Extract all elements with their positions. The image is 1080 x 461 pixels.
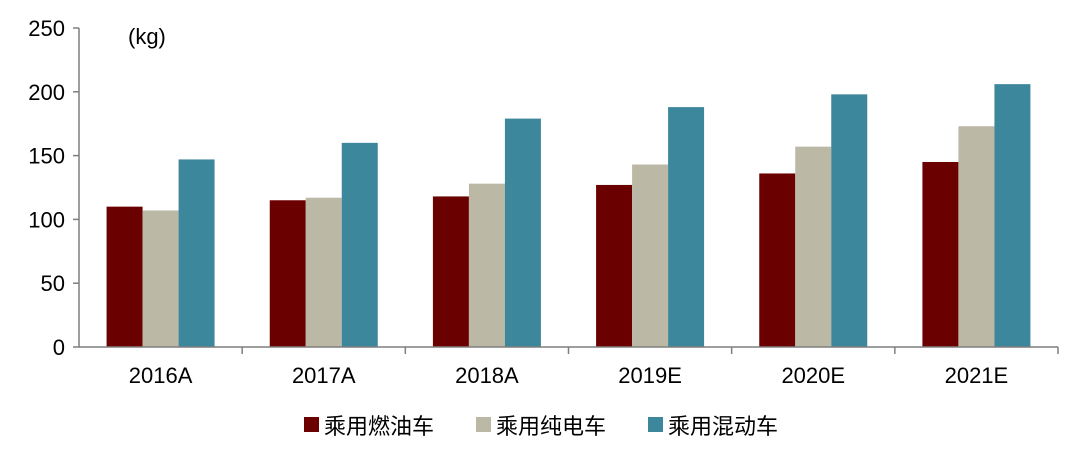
y-tick-label: 150 xyxy=(28,144,65,169)
x-axis-ticks: 2016A 2017A 2018A 2019E 2020E 2021E xyxy=(129,347,1059,388)
bar-2016A-1 xyxy=(142,210,179,347)
x-tick-label: 2017A xyxy=(292,363,356,388)
y-tick-label: 200 xyxy=(28,80,65,105)
bar-2017A-0 xyxy=(269,200,306,347)
y-tick-label: 250 xyxy=(28,16,65,41)
bars xyxy=(106,84,1031,348)
bar-2020E-1 xyxy=(795,146,832,347)
x-tick-label: 2020E xyxy=(781,363,845,388)
y-unit-label: (kg) xyxy=(128,24,166,49)
bar-2021E-0 xyxy=(922,161,959,347)
x-tick-label: 2018A xyxy=(455,363,519,388)
bar-2018A-0 xyxy=(432,196,469,347)
x-tick-label: 2016A xyxy=(129,363,193,388)
legend-label: 乘用燃油车 xyxy=(324,415,434,440)
legend-label: 乘用混动车 xyxy=(668,415,778,440)
bar-2017A-1 xyxy=(305,197,342,347)
legend-swatch xyxy=(648,417,663,432)
bar-2019E-1 xyxy=(632,164,669,347)
bar-2019E-2 xyxy=(668,107,705,347)
legend: 乘用燃油车 乘用纯电车 乘用混动车 xyxy=(304,415,778,440)
x-tick-label: 2021E xyxy=(945,363,1009,388)
bar-2016A-0 xyxy=(106,206,143,347)
bar-2021E-1 xyxy=(958,126,995,347)
bar-2016A-2 xyxy=(178,159,215,347)
bar-2021E-2 xyxy=(994,84,1031,348)
legend-swatch xyxy=(476,417,491,432)
bar-2018A-1 xyxy=(468,183,505,347)
bar-2017A-2 xyxy=(341,142,378,347)
bar-2019E-0 xyxy=(596,184,633,347)
bar-2020E-2 xyxy=(831,94,868,348)
y-tick-label: 0 xyxy=(53,335,65,360)
x-tick-label: 2019E xyxy=(618,363,682,388)
y-axis-ticks: 0 50 100 150 200 250 xyxy=(28,16,79,360)
y-tick-label: 100 xyxy=(28,207,65,232)
legend-swatch xyxy=(304,417,319,432)
y-tick-label: 50 xyxy=(41,271,65,296)
legend-label: 乘用纯电车 xyxy=(496,415,606,440)
bar-2018A-2 xyxy=(504,118,541,347)
bar-2020E-0 xyxy=(759,173,796,347)
